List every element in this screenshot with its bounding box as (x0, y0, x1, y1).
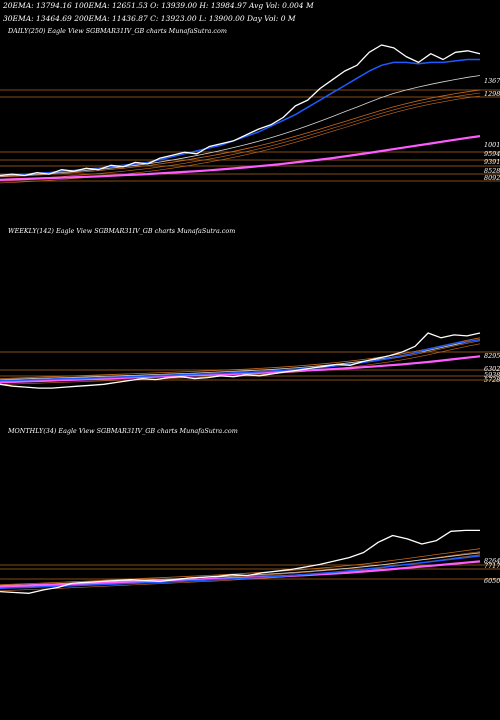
weekly-level-label: 5728 (484, 376, 500, 384)
daily-chart-panel: DAILY(250) Eagle View SGBMAR31IV_GB char… (0, 27, 500, 184)
daily-level-label: 9594 (484, 150, 500, 158)
daily-ema-band-line (0, 89, 481, 178)
daily-level-label: 1298 (484, 90, 500, 98)
monthly-ema-blue-line (0, 555, 481, 589)
monthly-chart-panel: MONTHLY(34) Eagle View SGBMAR31IV_GB cha… (0, 427, 500, 594)
weekly-ema-magenta-line (0, 355, 481, 384)
weekly-price-line (0, 332, 481, 389)
daily-level-label: 9391 (484, 158, 500, 166)
daily-level-label: 1367 (484, 77, 500, 85)
weekly-panel-title: WEEKLY(142) Eagle View SGBMAR31IV_GB cha… (8, 227, 235, 235)
monthly-price-line (0, 529, 480, 594)
header-line-1: 20EMA: 13794.16 100EMA: 12651.53 O: 1393… (2, 1, 314, 10)
weekly-level-label: 8295 (484, 352, 500, 360)
weekly-chart-panel: WEEKLY(142) Eagle View SGBMAR31IV_GB cha… (0, 227, 500, 389)
daily-ema-band-line (0, 92, 481, 181)
monthly-level-label: 8264 (484, 557, 500, 565)
weekly-ema-band-line (0, 337, 481, 379)
daily-level-label: 8528 (484, 167, 500, 175)
monthly-panel-title: MONTHLY(34) Eagle View SGBMAR31IV_GB cha… (7, 427, 238, 435)
monthly-level-label: 6050 (484, 577, 500, 585)
daily-level-label: 1001 (484, 141, 500, 149)
daily-ema-magenta-line (0, 135, 481, 181)
daily-ema-light-line (0, 75, 481, 177)
weekly-level-label: 6302 (484, 365, 500, 373)
daily-level-label: 8092 (484, 174, 500, 182)
monthly-ema-band-line (0, 548, 481, 586)
daily-panel-title: DAILY(250) Eagle View SGBMAR31IV_GB char… (7, 27, 227, 35)
weekly-ema-blue-line (0, 338, 481, 382)
daily-price-line (0, 44, 481, 177)
header-line-2: 30EMA: 13464.69 200EMA: 11436.87 C: 1392… (3, 14, 296, 23)
weekly-level-label: 5938 (484, 371, 500, 379)
monthly-level-label: 7717 (484, 562, 500, 570)
